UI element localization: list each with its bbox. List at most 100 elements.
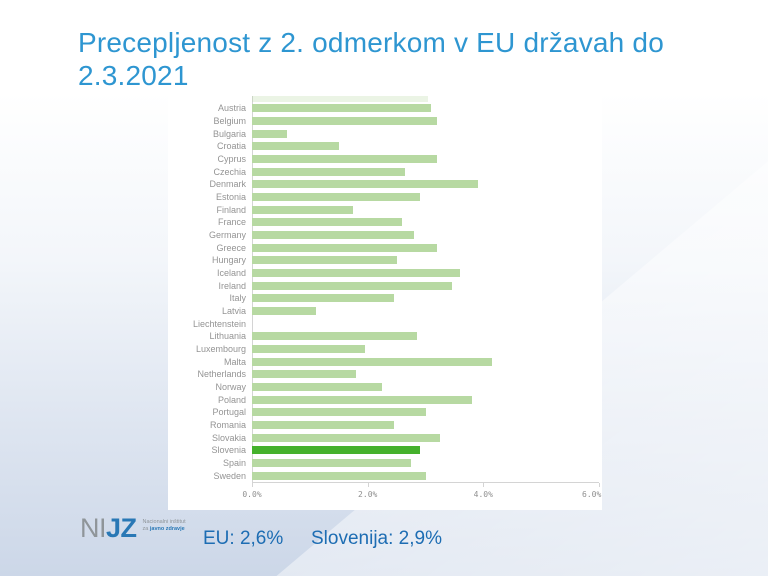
country-label: Lithuania [209, 331, 246, 342]
chart-row-france: France [168, 216, 602, 229]
bar-romania [252, 421, 394, 430]
chart-row-luxembourg: Luxembourg [168, 343, 602, 356]
country-label: Iceland [216, 268, 246, 279]
chart-row-poland: Poland [168, 393, 602, 406]
highlighted-bar-slovenia [252, 446, 420, 455]
chart-row-greece: Greece [168, 241, 602, 254]
chart-row-italy: Italy [168, 292, 602, 305]
country-label: Liechtenstein [192, 318, 246, 329]
country-label: France [217, 217, 246, 228]
bar-estonia [252, 193, 420, 202]
country-label: Estonia [215, 192, 246, 203]
country-label: Croatia [216, 141, 246, 152]
chart-row-sweden: Sweden [168, 469, 602, 482]
bar-lithuania [252, 332, 417, 341]
country-label: Netherlands [197, 369, 246, 380]
bar-malta [252, 357, 492, 366]
eu-average-text: EU: 2,6% [203, 528, 284, 549]
chart-row-iceland: Iceland [168, 267, 602, 280]
x-axis-tick [367, 483, 369, 487]
country-label: Italy [229, 293, 246, 304]
chart-row-germany: Germany [168, 229, 602, 242]
clipped-top-bar [252, 96, 429, 102]
bar-iceland [252, 269, 461, 278]
bar-norway [252, 383, 383, 392]
chart-row-slovenia: Slovenia [168, 444, 602, 457]
nijz-logo-ni: NI [80, 513, 107, 543]
country-label: Hungary [211, 255, 246, 266]
bar-croatia [252, 142, 339, 151]
slide-title-line1: Precepljenost z 2. odmerkom v EU državah… [78, 27, 664, 58]
bar-bulgaria [252, 129, 287, 138]
bar-spain [252, 459, 411, 468]
country-label: Portugal [212, 407, 246, 418]
bar-sweden [252, 471, 426, 480]
chart-row-latvia: Latvia [168, 305, 602, 318]
country-label: Austria [217, 103, 246, 114]
bar-czechia [252, 167, 406, 176]
chart-row-norway: Norway [168, 381, 602, 394]
country-label: Slovakia [211, 432, 246, 443]
country-label: Greece [216, 242, 246, 253]
country-label: Spain [222, 458, 246, 469]
chart-row-slovakia: Slovakia [168, 431, 602, 444]
x-axis-tick-label: 4.0% [473, 490, 493, 499]
chart-row-czechia: Czechia [168, 165, 602, 178]
country-label: Denmark [209, 179, 246, 190]
chart-row-croatia: Croatia [168, 140, 602, 153]
country-label: Malta [223, 356, 246, 367]
bar-cyprus [252, 155, 438, 164]
bar-belgium [252, 117, 438, 125]
country-label: Poland [217, 394, 246, 405]
slovenia-value-text: Slovenija: 2,9% [311, 528, 442, 549]
nijz-logo: NIJZ Nacionalni inštitut za javno zdravj… [80, 514, 186, 542]
bar-france [252, 218, 403, 227]
bar-finland [252, 205, 354, 214]
bar-germany [252, 231, 414, 240]
bar-hungary [252, 256, 397, 265]
x-axis-tick-label: 0.0% [242, 490, 262, 499]
country-label: Luxembourg [195, 344, 246, 355]
chart-row-liechtenstein: Liechtenstein [168, 317, 602, 330]
nijz-logo-subtext-line1: Nacionalni inštitut [142, 519, 186, 525]
bar-netherlands [252, 370, 357, 379]
chart-row-cyprus: Cyprus [168, 153, 602, 166]
country-label: Finland [216, 204, 246, 215]
bar-italy [252, 294, 394, 303]
chart-row-belgium: Belgium [168, 115, 602, 128]
chart-row-ireland: Ireland [168, 279, 602, 292]
chart-row-spain: Spain [168, 457, 602, 470]
chart-row-austria: Austria [168, 102, 602, 115]
bar-greece [252, 243, 438, 252]
x-axis-tick [599, 483, 600, 487]
x-axis-line [252, 482, 599, 483]
bar-austria [252, 104, 432, 113]
chart-row-denmark: Denmark [168, 178, 602, 191]
chart-row-finland: Finland [168, 203, 602, 216]
x-axis-tick [252, 483, 253, 487]
bar-portugal [252, 408, 426, 417]
country-label: Czechia [213, 166, 246, 177]
bar-denmark [252, 180, 478, 189]
country-label: Germany [208, 230, 246, 241]
chart-row-portugal: Portugal [168, 406, 602, 419]
chart-row-bulgaria: Bulgaria [168, 127, 602, 140]
country-label: Cyprus [217, 154, 246, 165]
chart-rows: Austria Belgium Bulgaria Croatia Cyprus Czech… [168, 102, 602, 482]
chart-row-romania: Romania [168, 419, 602, 432]
bar-poland [252, 395, 472, 404]
x-axis-tick-label: 2.0% [358, 490, 378, 499]
nijz-logo-subtext: Nacionalni inštitut za javno zdravje [143, 519, 186, 533]
chart-row-estonia: Estonia [168, 191, 602, 204]
nijz-logo-subtext-line2: za javno zdravje [142, 526, 185, 532]
nijz-logo-jz: JZ [106, 513, 137, 543]
country-label: Ireland [218, 280, 246, 291]
bar-chart: Austria Belgium Bulgaria Croatia Cyprus Czech… [168, 96, 602, 510]
x-axis-tick-label: 6.0% [582, 490, 602, 499]
bar-luxembourg [252, 345, 365, 354]
chart-row-lithuania: Lithuania [168, 330, 602, 343]
country-label: Sweden [213, 470, 246, 481]
country-label: Norway [215, 382, 246, 393]
chart-row-hungary: Hungary [168, 254, 602, 267]
nijz-logo-wordmark: NIJZ [80, 514, 137, 542]
